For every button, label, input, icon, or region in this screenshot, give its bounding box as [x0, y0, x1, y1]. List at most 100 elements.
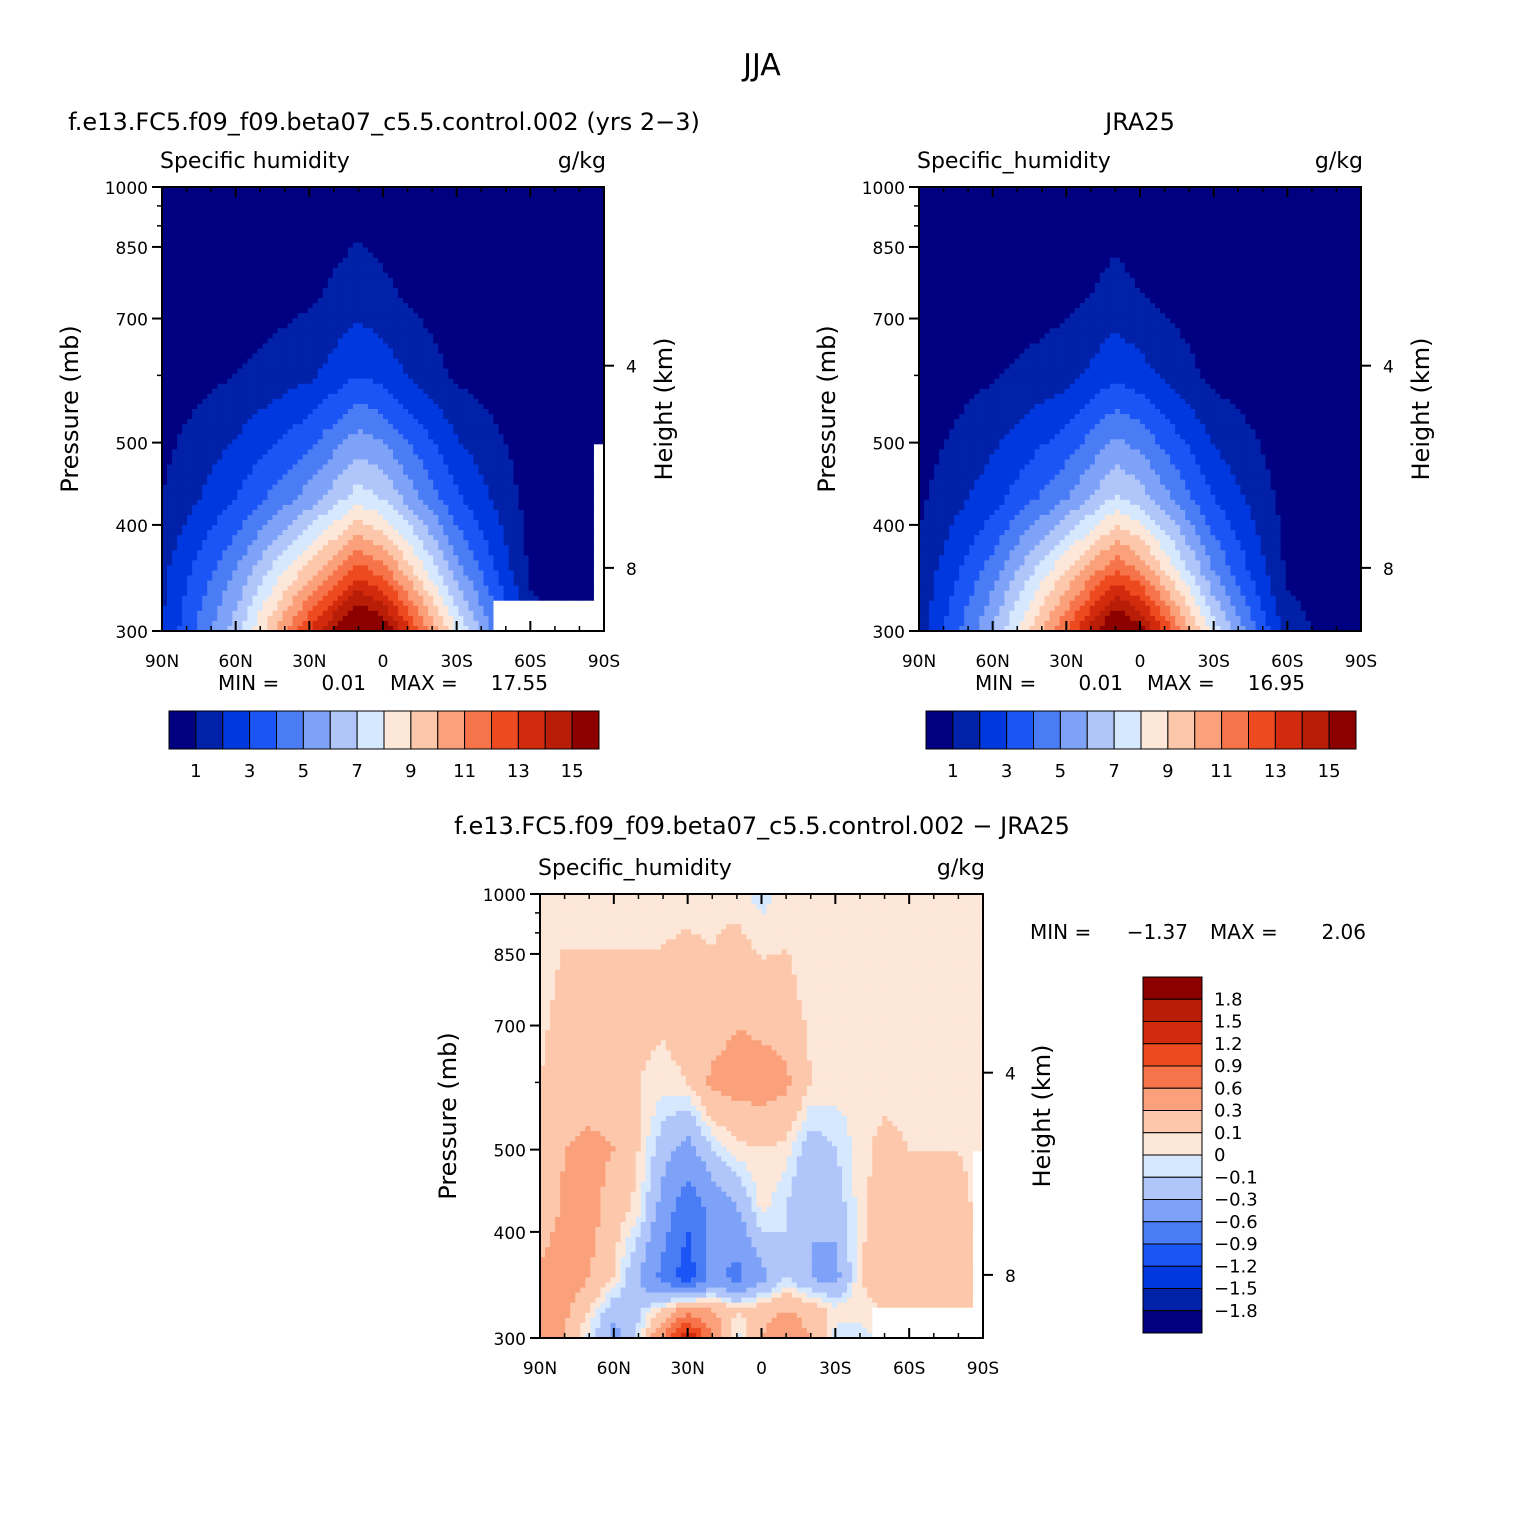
heatmap-cell — [388, 202, 394, 208]
heatmap-cell — [589, 207, 595, 213]
heatmap-cell — [483, 268, 489, 274]
heatmap-cell — [554, 243, 560, 249]
heatmap-cell — [262, 359, 268, 365]
heatmap-cell — [202, 253, 208, 259]
heatmap-cell — [554, 192, 560, 198]
heatmap-cell — [393, 303, 399, 309]
heatmap-cell — [403, 263, 409, 269]
heatmap-cell — [167, 354, 173, 360]
heatmap-cell — [202, 338, 208, 344]
heatmap-cell — [554, 449, 560, 455]
heatmap-cell — [579, 424, 585, 430]
heatmap-cell — [338, 273, 344, 279]
heatmap-cell — [182, 470, 188, 476]
heatmap-cell — [262, 338, 268, 344]
heatmap-cell — [393, 374, 399, 380]
heatmap-cell — [207, 338, 213, 344]
heatmap-cell — [499, 243, 505, 249]
heatmap-cell — [262, 227, 268, 233]
heatmap-cell — [313, 404, 319, 410]
heatmap-cell — [559, 328, 565, 334]
heatmap-cell — [388, 434, 394, 440]
heatmap-cell — [549, 253, 555, 259]
heatmap-cell — [227, 222, 233, 228]
heatmap-cell — [554, 343, 560, 349]
heatmap-cell — [403, 293, 409, 299]
heatmap-cell — [212, 394, 218, 400]
heatmap-cell — [313, 318, 319, 324]
heatmap-cell — [403, 343, 409, 349]
heatmap-cell — [378, 273, 384, 279]
heatmap-cell — [328, 369, 334, 375]
heatmap-cell — [393, 243, 399, 249]
heatmap-cell — [288, 409, 294, 415]
heatmap-cell — [438, 343, 444, 349]
heatmap-cell — [388, 303, 394, 309]
heatmap-cell — [428, 459, 434, 465]
heatmap-cell — [458, 323, 464, 329]
heatmap-cell — [418, 298, 424, 304]
heatmap-cell — [247, 409, 253, 415]
heatmap-cell — [418, 202, 424, 208]
heatmap-cell — [504, 268, 510, 274]
heatmap-cell — [288, 429, 294, 435]
heatmap-cell — [192, 424, 198, 430]
heatmap-cell — [252, 338, 258, 344]
heatmap-cell — [202, 323, 208, 329]
heatmap-cell — [564, 404, 570, 410]
heatmap-cell — [308, 369, 314, 375]
heatmap-cell — [564, 217, 570, 223]
heatmap-cell — [579, 354, 585, 360]
heatmap-cell — [278, 454, 284, 460]
heatmap-cell — [574, 434, 580, 440]
heatmap-cell — [433, 323, 439, 329]
heatmap-cell — [524, 449, 530, 455]
heatmap-cell — [172, 278, 178, 284]
heatmap-cell — [594, 454, 600, 460]
heatmap-cell — [237, 394, 243, 400]
heatmap-cell — [202, 419, 208, 425]
heatmap-cell — [358, 429, 364, 435]
heatmap-cell — [473, 343, 479, 349]
heatmap-cell — [509, 454, 515, 460]
heatmap-cell — [453, 465, 459, 471]
heatmap-cell — [273, 444, 279, 450]
heatmap-cell — [368, 222, 374, 228]
heatmap-cell — [363, 278, 369, 284]
heatmap-cell — [323, 303, 329, 309]
heatmap-cell — [408, 374, 414, 380]
heatmap-cell — [524, 268, 530, 274]
heatmap-cell — [559, 399, 565, 405]
heatmap-cell — [403, 258, 409, 264]
heatmap-cell — [549, 359, 555, 365]
heatmap-cell — [192, 384, 198, 390]
heatmap-cell — [594, 323, 600, 329]
heatmap-cell — [278, 449, 284, 455]
heatmap-cell — [323, 333, 329, 339]
heatmap-cell — [468, 212, 474, 218]
heatmap-cell — [579, 313, 585, 319]
heatmap-cell — [468, 409, 474, 415]
heatmap-cell — [267, 434, 273, 440]
heatmap-cell — [524, 465, 530, 471]
heatmap-cell — [473, 409, 479, 415]
heatmap-cell — [584, 283, 590, 289]
heatmap-cell — [217, 389, 223, 395]
heatmap-cell — [242, 288, 248, 294]
heatmap-cell — [433, 303, 439, 309]
heatmap-cell — [212, 308, 218, 314]
heatmap-cell — [373, 414, 379, 420]
heatmap-cell — [403, 348, 409, 354]
heatmap-cell — [584, 253, 590, 259]
heatmap-cell — [499, 217, 505, 223]
heatmap-cell — [529, 404, 535, 410]
heatmap-cell — [177, 207, 183, 213]
heatmap-cell — [177, 237, 183, 243]
heatmap-cell — [438, 248, 444, 254]
heatmap-cell — [393, 232, 399, 238]
heatmap-cell — [242, 323, 248, 329]
heatmap-cell — [488, 313, 494, 319]
heatmap-cell — [483, 379, 489, 385]
heatmap-cell — [338, 379, 344, 385]
heatmap-cell — [278, 303, 284, 309]
